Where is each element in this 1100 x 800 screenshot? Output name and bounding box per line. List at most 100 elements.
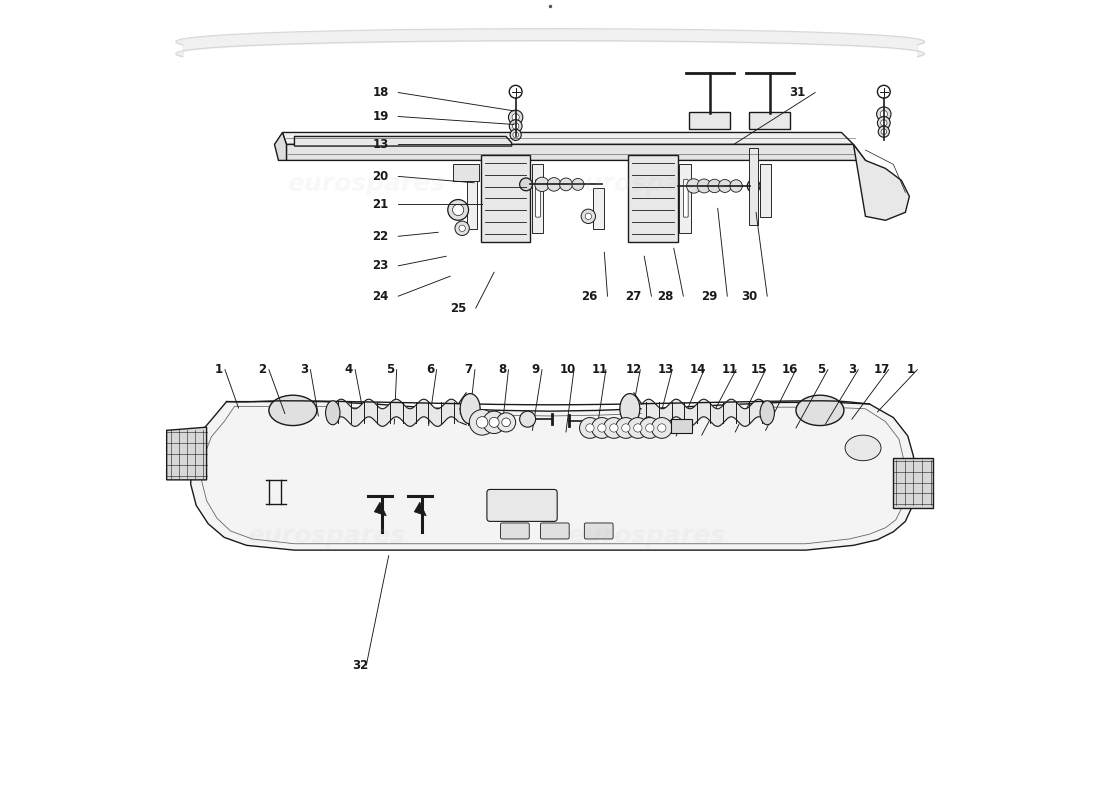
Text: 29: 29 — [702, 290, 717, 302]
Ellipse shape — [845, 435, 881, 461]
Circle shape — [459, 225, 465, 231]
FancyBboxPatch shape — [487, 490, 558, 522]
FancyBboxPatch shape — [584, 523, 613, 539]
Text: 14: 14 — [690, 363, 706, 376]
Circle shape — [580, 418, 601, 438]
FancyBboxPatch shape — [760, 164, 771, 217]
Text: 32: 32 — [352, 658, 368, 672]
FancyBboxPatch shape — [481, 155, 530, 242]
FancyBboxPatch shape — [531, 164, 542, 233]
Circle shape — [878, 126, 890, 138]
Circle shape — [547, 178, 561, 191]
Circle shape — [496, 413, 516, 432]
Circle shape — [881, 120, 887, 126]
Circle shape — [627, 418, 648, 438]
Text: 18: 18 — [372, 86, 388, 99]
Circle shape — [707, 179, 722, 193]
Circle shape — [718, 179, 732, 193]
FancyBboxPatch shape — [749, 148, 758, 225]
Text: 24: 24 — [372, 290, 388, 302]
Circle shape — [747, 179, 760, 192]
Text: 31: 31 — [790, 86, 805, 99]
Circle shape — [686, 178, 701, 193]
Circle shape — [448, 199, 469, 220]
Circle shape — [646, 424, 654, 432]
Ellipse shape — [620, 394, 640, 424]
Circle shape — [513, 114, 519, 121]
Circle shape — [519, 178, 532, 190]
FancyBboxPatch shape — [628, 155, 678, 242]
Circle shape — [572, 178, 584, 190]
Text: eurospares: eurospares — [566, 524, 725, 548]
Text: 4: 4 — [344, 363, 353, 376]
FancyBboxPatch shape — [689, 112, 730, 130]
Circle shape — [621, 424, 630, 432]
Text: 23: 23 — [373, 259, 388, 272]
Circle shape — [513, 123, 519, 130]
Circle shape — [592, 418, 613, 438]
FancyBboxPatch shape — [466, 168, 476, 229]
Text: 3: 3 — [848, 363, 856, 376]
Polygon shape — [190, 402, 916, 550]
Circle shape — [560, 178, 572, 190]
Circle shape — [502, 418, 510, 426]
Circle shape — [581, 209, 595, 223]
Polygon shape — [283, 133, 854, 145]
Text: 8: 8 — [498, 363, 506, 376]
Text: 27: 27 — [626, 290, 641, 302]
Circle shape — [878, 117, 890, 130]
Circle shape — [616, 418, 636, 438]
Text: 3: 3 — [300, 363, 308, 376]
Circle shape — [597, 424, 606, 432]
Ellipse shape — [796, 395, 844, 426]
Text: 17: 17 — [874, 363, 890, 376]
Circle shape — [508, 110, 522, 125]
Polygon shape — [854, 145, 910, 220]
Circle shape — [519, 411, 536, 427]
FancyBboxPatch shape — [453, 164, 478, 181]
Ellipse shape — [460, 394, 480, 424]
FancyBboxPatch shape — [671, 419, 692, 433]
Polygon shape — [286, 145, 866, 161]
Text: 19: 19 — [372, 110, 388, 123]
Circle shape — [609, 424, 618, 432]
Text: 30: 30 — [741, 290, 758, 302]
Circle shape — [585, 213, 592, 219]
Text: 25: 25 — [450, 302, 466, 314]
Circle shape — [881, 129, 887, 134]
Polygon shape — [415, 502, 426, 516]
Circle shape — [510, 130, 521, 141]
Text: 11: 11 — [592, 363, 607, 376]
Text: 15: 15 — [751, 363, 768, 376]
FancyBboxPatch shape — [540, 523, 569, 539]
Text: 2: 2 — [258, 363, 266, 376]
Polygon shape — [374, 502, 386, 516]
Polygon shape — [275, 133, 286, 161]
Circle shape — [483, 411, 505, 434]
Circle shape — [877, 107, 891, 122]
FancyBboxPatch shape — [680, 164, 691, 233]
Ellipse shape — [268, 395, 317, 426]
Circle shape — [880, 110, 888, 118]
Circle shape — [586, 424, 594, 432]
Text: 5: 5 — [817, 363, 826, 376]
Circle shape — [651, 418, 672, 438]
Circle shape — [509, 120, 522, 133]
Circle shape — [490, 418, 499, 427]
Text: 6: 6 — [426, 363, 434, 376]
Polygon shape — [295, 137, 512, 146]
Text: 9: 9 — [531, 363, 540, 376]
Ellipse shape — [760, 401, 774, 425]
FancyBboxPatch shape — [593, 187, 604, 229]
FancyBboxPatch shape — [749, 112, 791, 130]
Text: 16: 16 — [781, 363, 798, 376]
Circle shape — [697, 179, 711, 193]
Text: 1: 1 — [214, 363, 222, 376]
Text: 22: 22 — [373, 230, 388, 242]
Circle shape — [455, 221, 470, 235]
Circle shape — [729, 180, 743, 192]
Text: 10: 10 — [560, 363, 575, 376]
Text: 13: 13 — [658, 363, 674, 376]
Text: eurospares: eurospares — [566, 172, 725, 196]
Text: 21: 21 — [373, 198, 388, 211]
